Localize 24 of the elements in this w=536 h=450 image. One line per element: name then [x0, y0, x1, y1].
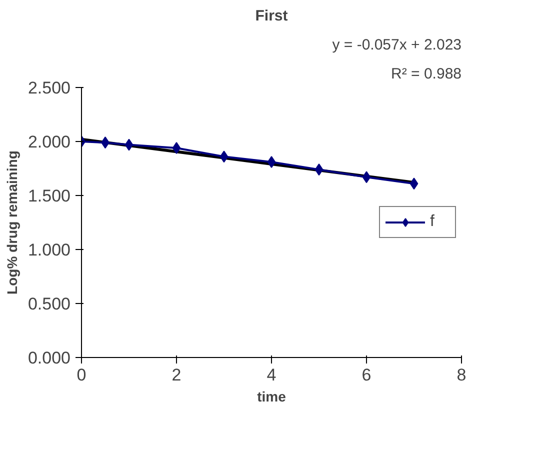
x-tick-label: 2 — [172, 366, 182, 384]
point — [314, 164, 324, 176]
x-tick-label: 4 — [266, 366, 276, 384]
point — [267, 156, 276, 168]
text: y = -0.057x + 2.023 — [332, 36, 462, 54]
y-tick-label: 0.500 — [28, 294, 71, 314]
point — [220, 150, 228, 163]
x-tick-label: 8 — [456, 366, 466, 384]
point — [410, 178, 418, 190]
x-tick-label: 0 — [76, 366, 86, 384]
y-tick-label: 0.000 — [28, 348, 71, 368]
text: R² = 0.988 — [391, 66, 462, 82]
point — [172, 142, 181, 154]
chart-title: First — [255, 8, 288, 24]
x-tick-label: 6 — [362, 366, 372, 384]
point — [124, 138, 134, 151]
x-axis-title: time — [257, 388, 286, 404]
y-tick-label: 1.000 — [28, 240, 71, 260]
y-axis-title: Log% drug remaining — [4, 150, 20, 294]
legend-label: f — [430, 213, 436, 231]
y-tick-label: 2.500 — [28, 78, 71, 98]
y-tick-label: 1.500 — [28, 186, 71, 206]
y-tick-label: 2.000 — [28, 132, 71, 152]
point — [362, 171, 371, 184]
